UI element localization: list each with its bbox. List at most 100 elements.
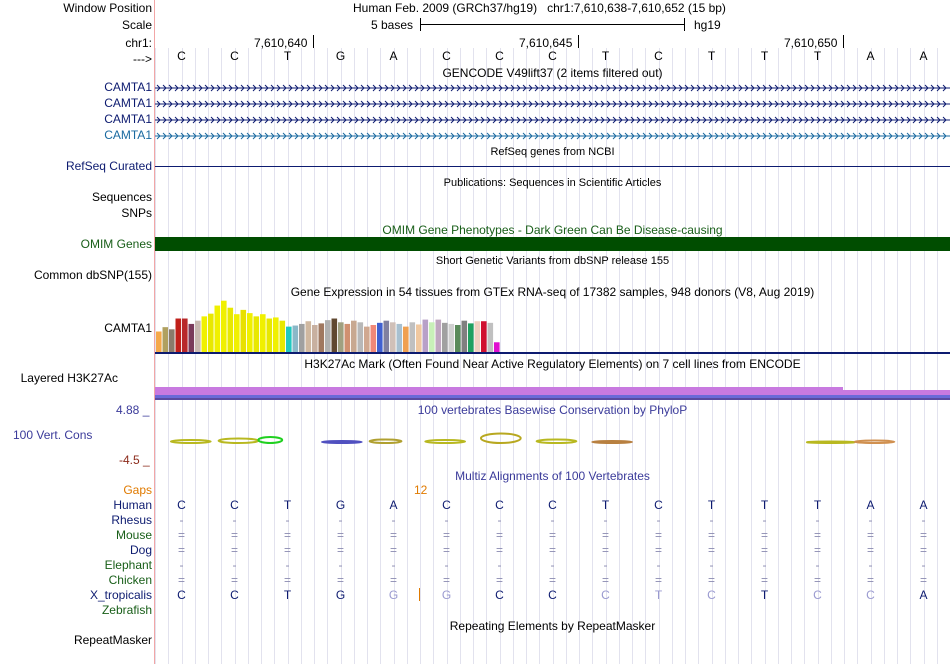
alignment-base: = xyxy=(389,543,397,557)
species-chicken[interactable]: Chicken xyxy=(108,573,152,587)
grid-line xyxy=(300,48,302,664)
grid-line xyxy=(181,48,183,664)
publications-label[interactable]: Sequences xyxy=(91,190,152,204)
phylop-track-title[interactable]: 100 vertebrates Basewise Conservation by… xyxy=(417,403,688,417)
h3k27ac-label[interactable]: Layered H3K27Ac xyxy=(20,371,118,385)
alignment-base: - xyxy=(921,558,926,572)
alignment-base: C xyxy=(707,588,716,602)
grid-line xyxy=(751,48,753,664)
gencode-item-label[interactable]: CAMTA1 xyxy=(104,80,152,94)
h3k27ac-signal-purple-right[interactable] xyxy=(843,390,950,395)
gtex-bar xyxy=(338,322,344,352)
grid-line xyxy=(406,48,408,664)
gtex-bar-chart[interactable] xyxy=(155,298,950,354)
gencode-item-label[interactable]: CAMTA1 xyxy=(104,96,152,110)
alignment-base: = xyxy=(813,573,821,587)
alignment-base: - xyxy=(444,513,449,527)
ruler-base: G xyxy=(335,49,346,63)
alignment-base: = xyxy=(760,573,768,587)
species-dog[interactable]: Dog xyxy=(129,543,152,557)
snps-label[interactable]: SNPs xyxy=(121,206,152,220)
multiz-track-title[interactable]: Multiz Alignments of 100 Vertebrates xyxy=(455,469,650,483)
phylop-logo-glyph xyxy=(479,432,522,444)
species-zebrafish[interactable]: Zebrafish xyxy=(101,603,152,617)
gencode-item-label[interactable]: CAMTA1 xyxy=(104,112,152,126)
alignment-base: - xyxy=(285,558,290,572)
refseq-label[interactable]: RefSeq Curated xyxy=(65,159,152,173)
alignment-base: C xyxy=(654,498,663,512)
alignment-base: - xyxy=(709,513,714,527)
alignment-base: C xyxy=(601,588,610,602)
alignment-base: - xyxy=(921,513,926,527)
repeatmasker-label[interactable]: RepeatMasker xyxy=(73,633,152,647)
gtex-bar xyxy=(182,318,188,352)
publications-track-title[interactable]: Publications: Sequences in Scientific Ar… xyxy=(443,177,662,189)
gtex-track-title[interactable]: Gene Expression in 54 tissues from GTEx … xyxy=(290,285,815,299)
position-header[interactable]: Human Feb. 2009 (GRCh37/hg19) chr1:7,610… xyxy=(353,1,726,15)
h3k27ac-track-title[interactable]: H3K27Ac Mark (Often Found Near Active Re… xyxy=(304,357,801,371)
alignment-base: = xyxy=(654,543,662,557)
grid-line xyxy=(327,48,329,664)
grid-line xyxy=(579,48,580,664)
phylop-logo-glyph xyxy=(853,439,896,444)
grid-line xyxy=(777,48,779,664)
dbsnp-track-title[interactable]: Short Genetic Variants from dbSNP releas… xyxy=(435,255,670,267)
species-xtropicalis[interactable]: X_tropicalis xyxy=(89,588,152,602)
grid-line xyxy=(791,48,792,664)
h3k27ac-signal-blue[interactable] xyxy=(155,395,950,398)
gaps-label[interactable]: Gaps xyxy=(123,483,152,497)
phylop-label[interactable]: 100 Vert. Cons xyxy=(13,428,93,442)
alignment-base: - xyxy=(391,513,396,527)
alignment-base: = xyxy=(442,573,450,587)
gtex-bar xyxy=(188,323,195,352)
strand-label: ---> xyxy=(133,52,152,66)
scale-bar-right-tick xyxy=(684,18,685,31)
species-mouse[interactable]: Mouse xyxy=(115,528,152,542)
gtex-bar xyxy=(351,320,357,352)
alignment-base: - xyxy=(391,558,396,572)
gtex-bar xyxy=(474,321,481,352)
alignment-base: G xyxy=(441,588,452,602)
gtex-bar xyxy=(435,319,442,352)
gtex-bar xyxy=(461,320,468,352)
grid-line xyxy=(671,48,673,664)
alignment-base: = xyxy=(442,543,450,557)
grid-line xyxy=(287,48,289,664)
alignment-base: - xyxy=(338,558,343,572)
gtex-bar xyxy=(266,318,273,352)
gtex-bar xyxy=(383,320,390,352)
gtex-bar xyxy=(448,323,455,352)
gencode-track-title[interactable]: GENCODE V49lift37 (2 items filtered out) xyxy=(442,66,663,80)
window-position-label: Window Position xyxy=(63,1,152,15)
refseq-track-title[interactable]: RefSeq genes from NCBI xyxy=(490,146,615,158)
species-rhesus[interactable]: Rhesus xyxy=(111,513,152,527)
grid-line xyxy=(247,48,249,664)
omim-label[interactable]: OMIM Genes xyxy=(80,237,152,251)
alignment-base: - xyxy=(285,513,290,527)
omim-track-title[interactable]: OMIM Gene Phenotypes - Dark Green Can Be… xyxy=(382,223,723,237)
species-human[interactable]: Human xyxy=(113,498,152,512)
h3k27ac-signal-purple[interactable] xyxy=(155,387,843,395)
repeatmasker-track-title[interactable]: Repeating Elements by RepeatMasker xyxy=(449,619,656,633)
alignment-base: A xyxy=(866,498,875,512)
phylop-logo[interactable] xyxy=(155,418,950,458)
phylop-min: -4.5 _ xyxy=(119,453,150,467)
phylop-logo-glyph xyxy=(217,437,260,444)
alignment-base: T xyxy=(760,588,769,602)
phylop-logo-glyph xyxy=(535,438,578,444)
refseq-line[interactable] xyxy=(155,166,950,167)
omim-bar[interactable] xyxy=(155,237,950,251)
alignment-base: - xyxy=(232,513,237,527)
alignment-base: C xyxy=(495,588,504,602)
dbsnp-label[interactable]: Common dbSNP(155) xyxy=(33,268,152,282)
grid-line xyxy=(234,48,236,664)
grid-line xyxy=(353,48,355,664)
gtex-bar xyxy=(208,313,214,352)
gencode-item-label[interactable]: CAMTA1 xyxy=(104,128,152,142)
alignment-base: - xyxy=(550,558,555,572)
gtex-bar xyxy=(409,322,416,352)
gtex-label[interactable]: CAMTA1 xyxy=(104,321,152,335)
gencode-transcripts[interactable] xyxy=(155,80,950,142)
species-elephant[interactable]: Elephant xyxy=(104,558,152,572)
alignment-base: - xyxy=(868,513,873,527)
